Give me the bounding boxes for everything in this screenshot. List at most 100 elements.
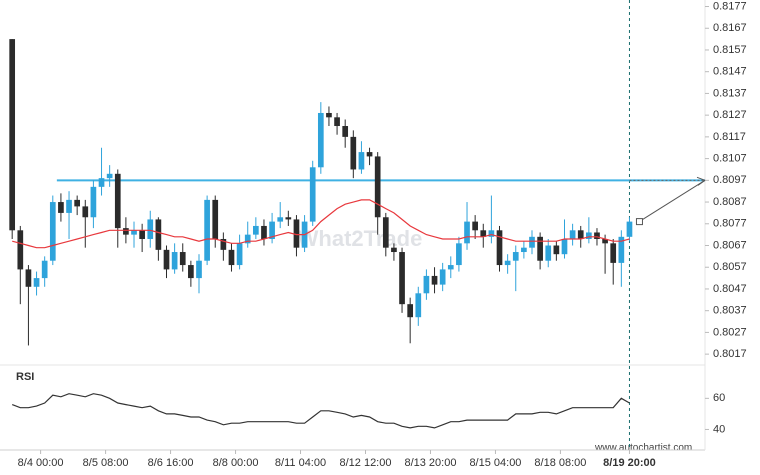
candle-body	[431, 275, 438, 285]
x-tick-label: 8/8 00:00	[213, 457, 259, 469]
candle-body	[594, 232, 600, 239]
candle-body	[464, 221, 470, 244]
candle-body	[529, 236, 535, 248]
x-tick-label: 8/6 16:00	[148, 457, 194, 469]
candle-body	[447, 265, 454, 270]
last-marker	[635, 218, 643, 226]
candle-body	[49, 202, 56, 261]
rsi-y-tick-label: 40	[713, 423, 725, 435]
candle-body	[204, 199, 210, 261]
y-tick-label: 0.8107	[713, 153, 747, 165]
candle-body	[423, 275, 430, 294]
candle-body	[106, 173, 113, 179]
candle-body	[155, 219, 162, 250]
y-tick-label: 0.8017	[713, 348, 747, 360]
candle-body	[277, 217, 284, 222]
candle-body	[58, 202, 64, 213]
candle-body	[488, 230, 495, 237]
candle-body	[407, 304, 414, 318]
candle-body	[82, 206, 89, 218]
candle-body	[98, 178, 105, 187]
y-tick-label: 0.8117	[713, 131, 746, 143]
candle-body	[577, 230, 584, 239]
candle-body	[415, 293, 422, 318]
rsi-line	[11, 393, 630, 429]
candle-body	[496, 230, 503, 266]
rsi-title: RSI	[16, 371, 34, 383]
candle-body	[374, 156, 381, 218]
candle-body	[220, 238, 227, 250]
candle-body	[472, 221, 478, 231]
candle-body	[66, 199, 72, 213]
candle-body	[33, 278, 40, 287]
candle-body	[179, 252, 186, 266]
candle-body	[569, 230, 576, 239]
candle-body	[228, 249, 235, 266]
x-tick-label: 8/5 08:00	[83, 457, 129, 469]
x-tick-label: 8/11 04:00	[275, 457, 326, 469]
candle-body	[114, 173, 121, 229]
candle-body	[553, 245, 560, 255]
candle-body	[382, 217, 389, 248]
candle-body	[253, 225, 259, 235]
y-tick-label: 0.8157	[713, 44, 747, 56]
x-tick-label: 8/4 00:00	[18, 457, 64, 469]
y-tick-label: 0.8167	[713, 22, 747, 34]
candle-body	[626, 221, 633, 237]
y-tick-label: 0.8137	[713, 87, 747, 99]
y-tick-label: 0.8147	[713, 66, 747, 78]
candle-body	[439, 269, 446, 285]
y-tick-label: 0.8047	[713, 283, 747, 295]
footer: www.autochartist.com	[594, 443, 692, 454]
x-tick-label: 8/19 20:00	[603, 457, 656, 469]
watermark: What2Trade	[298, 226, 423, 251]
candle-body	[74, 199, 81, 207]
candle-body	[212, 199, 219, 239]
candle-body	[326, 112, 332, 118]
candle-body	[309, 167, 316, 222]
rsi-y-tick-label: 60	[713, 392, 725, 404]
candle-body	[285, 217, 292, 220]
candle-body	[480, 230, 487, 237]
candle-body	[123, 228, 129, 235]
candle-body	[17, 230, 24, 270]
candle-body	[512, 252, 519, 261]
candle-body	[244, 234, 251, 244]
candle-body	[366, 152, 373, 157]
candle-body	[504, 260, 511, 266]
candle-body	[602, 238, 608, 244]
candle-body	[561, 238, 568, 255]
candle-body	[537, 236, 543, 261]
candle-body	[25, 269, 32, 287]
arrow-head	[696, 176, 706, 186]
y-tick-label: 0.8127	[713, 109, 747, 121]
candle-body	[342, 126, 349, 137]
candle-body	[9, 39, 16, 231]
projection-arrow	[642, 179, 706, 221]
candle-body	[131, 230, 137, 235]
x-tick-label: 8/13 20:00	[404, 457, 456, 469]
y-tick-label: 0.8037	[713, 305, 747, 317]
candle-body	[618, 236, 625, 263]
candle-body	[188, 265, 194, 279]
candle-body	[391, 247, 397, 253]
candle-body	[90, 186, 97, 218]
moving-average	[12, 199, 630, 249]
candle-body	[269, 221, 275, 239]
candle-body	[350, 136, 357, 170]
candle-body	[163, 249, 170, 270]
x-tick-label: 8/15 04:00	[469, 457, 521, 469]
y-tick-label: 0.8097	[713, 174, 747, 186]
candle-body	[586, 232, 592, 239]
candle-body	[399, 252, 405, 305]
y-tick-label: 0.8177	[713, 0, 747, 12]
candle-body	[610, 243, 617, 263]
y-tick-label: 0.8027	[713, 326, 747, 338]
candle-body	[147, 219, 154, 239]
y-tick-label: 0.8077	[713, 218, 747, 230]
y-tick-label: 0.8067	[713, 239, 747, 251]
candle-body	[261, 225, 267, 239]
candle-body	[41, 260, 48, 279]
candle-body	[545, 245, 552, 261]
